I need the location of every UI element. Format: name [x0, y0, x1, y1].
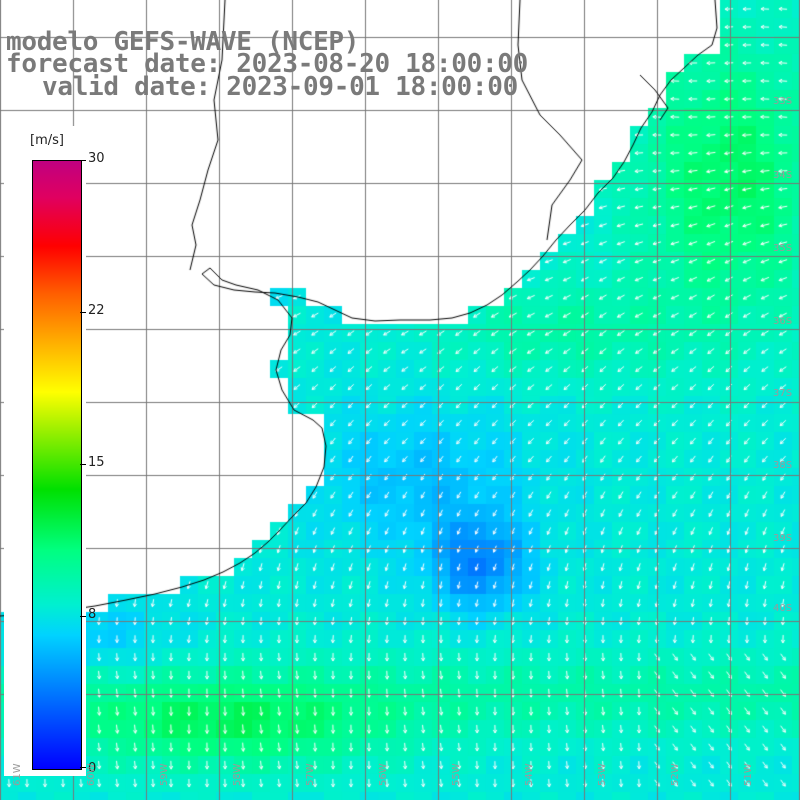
- lat-label: 36S: [773, 316, 793, 327]
- colorbar-tick: [80, 616, 86, 617]
- lon-label: 57W: [305, 763, 316, 786]
- lat-label: 38S: [773, 460, 793, 471]
- colorbar-tick: [80, 464, 86, 465]
- colorbar-tick: [80, 312, 86, 313]
- lon-label: 53W: [597, 763, 608, 786]
- valid-date: valid date: 2023-09-01 18:00:00: [42, 72, 518, 102]
- colorbar-label-15: 15: [88, 455, 105, 470]
- colorbar-label-8: 8: [88, 607, 97, 622]
- forecast-date: forecast date: 2023-08-20 18:00:00: [6, 49, 529, 79]
- lon-label: 51W: [743, 763, 754, 786]
- lat-label: 39S: [773, 533, 793, 544]
- lon-label: 55W: [451, 763, 462, 786]
- lon-label: 59W: [159, 763, 170, 786]
- lon-label: 60W: [86, 763, 97, 786]
- colorbar-label-0: 0: [88, 761, 97, 776]
- colorbar-gradient: [32, 160, 82, 770]
- colorbar-tick: [80, 160, 86, 161]
- lon-label: 54W: [524, 763, 535, 786]
- model-title: modelo GEFS-WAVE (NCEP): [6, 27, 360, 57]
- lat-label: 35S: [773, 243, 793, 254]
- lat-label: 40S: [773, 603, 793, 614]
- colorbar-label-30: 30: [88, 151, 105, 166]
- colorbar-tick: [80, 767, 86, 768]
- colorbar-label-22: 22: [88, 303, 105, 318]
- lat-label: 34S: [773, 170, 793, 181]
- lat-label: 37S: [773, 388, 793, 399]
- lon-label: 61W: [12, 763, 23, 786]
- lat-label: 33S: [773, 96, 793, 107]
- lon-label: 58W: [232, 763, 243, 786]
- colorbar-unit: [m/s]: [30, 133, 64, 148]
- lon-label: 52W: [670, 763, 681, 786]
- lon-label: 56W: [378, 763, 389, 786]
